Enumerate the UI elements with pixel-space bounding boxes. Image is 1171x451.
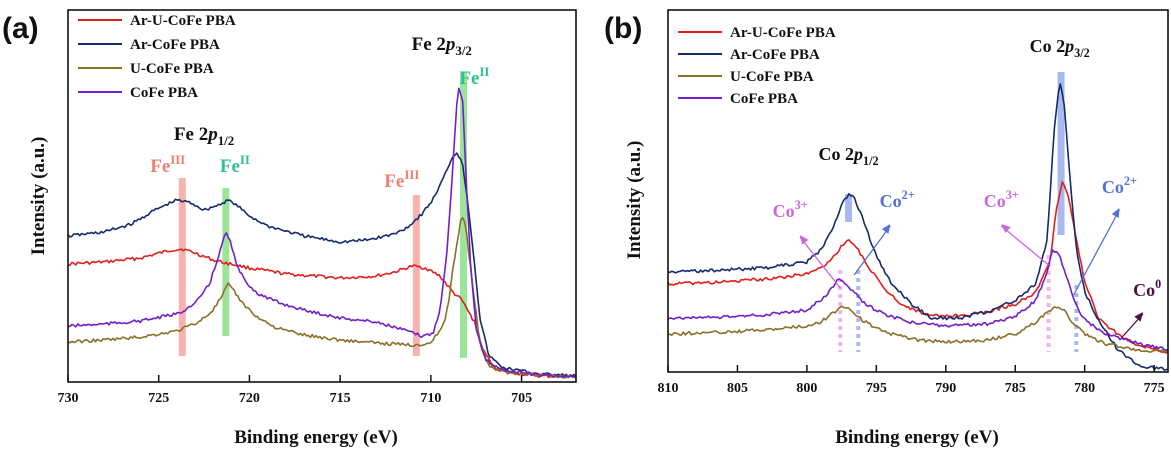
panel-a-ylabel: Intensity (a.u.): [28, 137, 49, 256]
peak-annotation: Co0: [1133, 277, 1161, 300]
annotation-arrow: [799, 236, 841, 289]
legend-entry: CoFe PBA: [130, 85, 198, 101]
legend-entry: Ar-U-CoFe PBA: [130, 13, 236, 29]
panel-a-plot-frame: [67, 9, 577, 383]
peak-annotation: Co 2p1/2: [818, 144, 878, 168]
panel-b-annotations: Co 2p3/2 Co 2p1/2 Co3+ Co2+ Co3+ Co2+ Co0: [773, 36, 1161, 338]
panel-b-series-u-cofe-pba: [667, 305, 1169, 354]
panel-a-series-cofe-pba: [67, 87, 577, 379]
panel-b-xtick-label: 775: [1144, 381, 1165, 396]
panel-a-series: [67, 87, 577, 379]
panel-b-xtick-label: 800: [796, 381, 817, 396]
annotation-arrowhead: [1001, 224, 1011, 234]
panel-a-xtick-label: 715: [330, 391, 351, 406]
annotation-arrowhead: [799, 235, 809, 245]
panel-a-series-u-cofe-pba: [67, 217, 577, 379]
panel-b-legend: Ar-U-CoFe PBA Ar-CoFe PBA U-CoFe PBA CoFe P…: [678, 25, 836, 107]
panel-a-annotations: Fe 2p3/2 Fe 2p1/2 FeIII FeII FeIII FeII: [150, 34, 489, 192]
peak-annotation: Fe 2p1/2: [174, 124, 234, 148]
panel-b-series-ar-u-cofe-pba: [667, 181, 1169, 354]
panel-b-xlabel: Binding energy (eV): [835, 427, 999, 448]
peak-annotation: FeIII: [384, 167, 419, 192]
peak-annotation: FeII: [459, 64, 489, 89]
panel-a-label: (a): [2, 12, 39, 45]
peak-annotation: Co3+: [773, 198, 808, 221]
legend-entry: Ar-CoFe PBA: [730, 47, 820, 63]
peak-annotation: Co 2p3/2: [1030, 36, 1090, 60]
legend-entry: CoFe PBA: [730, 91, 798, 107]
panel-a-x-axis: 730 725 720 715 710 705: [58, 375, 532, 406]
panel-a-xtick-label: 720: [239, 391, 260, 406]
panel-a-legend: Ar-U-CoFe PBA Ar-CoFe PBA U-CoFe PBA CoFe P…: [78, 13, 236, 101]
peak-annotation: Co2+: [1102, 174, 1137, 197]
panel-a-series-ar-cofe-pba: [67, 152, 577, 378]
panel-b-series-cofe-pba: [667, 249, 1168, 351]
annotation-arrowhead: [1134, 312, 1143, 322]
legend-entry: U-CoFe PBA: [130, 61, 214, 77]
legend-entry: Ar-U-CoFe PBA: [730, 25, 836, 41]
panel-b-label: (b): [604, 12, 642, 45]
panel-b-markers: [838, 72, 1079, 352]
panel-b-plot-frame: [667, 9, 1169, 373]
panel-b-xtick-label: 780: [1074, 381, 1095, 396]
peak-annotation: FeIII: [150, 152, 185, 177]
peak-annotation: FeII: [220, 152, 250, 177]
peak-annotation: Fe 2p3/2: [412, 34, 472, 58]
annotation-arrowhead: [881, 224, 891, 234]
panel-a-series-ar-u-cofe-pba: [68, 248, 577, 379]
panel-b: (b) Binding energy (eV) Intensity (a.u.)…: [604, 9, 1169, 448]
panel-b-xtick-label: 785: [1005, 381, 1026, 396]
panel-b-series: [667, 83, 1169, 371]
panel-a-xlabel: Binding energy (eV): [234, 427, 398, 448]
legend-entry: Ar-CoFe PBA: [130, 37, 220, 53]
panel-a-xtick-label: 730: [58, 391, 79, 406]
peak-annotation: Co3+: [984, 188, 1019, 211]
annotation-arrowhead: [1111, 208, 1120, 218]
annotation-arrow: [1072, 209, 1120, 296]
panel-b-ylabel: Intensity (a.u.): [624, 141, 645, 260]
panel-a: (a) Binding energy (eV) Intensity (a.u.)…: [2, 9, 577, 448]
annotation-arrow: [853, 225, 891, 276]
panel-b-xtick-label: 790: [935, 381, 956, 396]
panel-a-xtick-label: 705: [511, 391, 532, 406]
panel-b-x-axis: 810 805 800 795 790 785 780 775: [658, 365, 1165, 396]
panel-b-xtick-label: 805: [727, 381, 748, 396]
panel-a-xtick-label: 725: [148, 391, 169, 406]
panel-a-xtick-label: 710: [420, 391, 441, 406]
peak-annotation: Co2+: [880, 188, 915, 211]
panel-b-xtick-label: 810: [658, 381, 679, 396]
legend-entry: U-CoFe PBA: [730, 69, 814, 85]
panel-b-xtick-label: 795: [866, 381, 887, 396]
panel-b-series-ar-cofe-pba: [667, 83, 1169, 371]
annotation-arrow: [1000, 225, 1049, 266]
